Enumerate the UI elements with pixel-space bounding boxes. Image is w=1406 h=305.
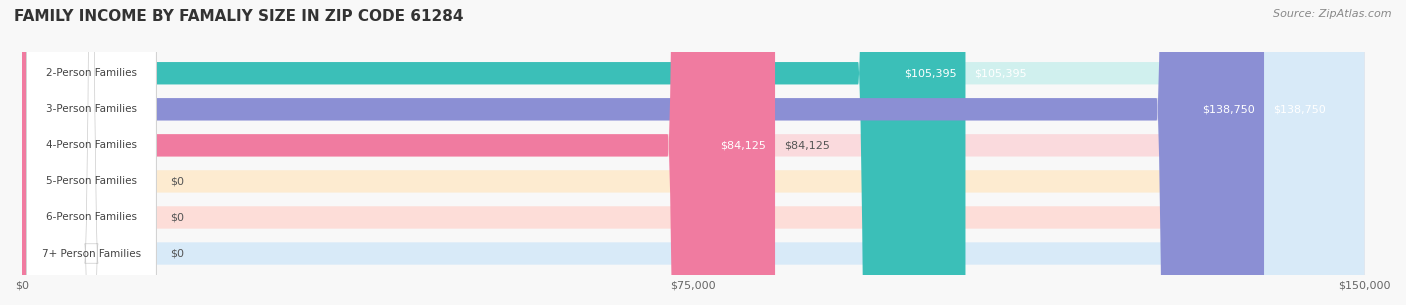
Text: 7+ Person Families: 7+ Person Families — [42, 249, 141, 259]
Text: FAMILY INCOME BY FAMALIY SIZE IN ZIP CODE 61284: FAMILY INCOME BY FAMALIY SIZE IN ZIP COD… — [14, 9, 464, 24]
FancyBboxPatch shape — [27, 0, 156, 305]
FancyBboxPatch shape — [22, 0, 1264, 305]
FancyBboxPatch shape — [27, 0, 156, 305]
Text: $138,750: $138,750 — [1272, 104, 1326, 114]
Text: Source: ZipAtlas.com: Source: ZipAtlas.com — [1274, 9, 1392, 19]
FancyBboxPatch shape — [27, 0, 156, 305]
Text: $84,125: $84,125 — [785, 140, 830, 150]
FancyBboxPatch shape — [27, 0, 156, 305]
FancyBboxPatch shape — [27, 0, 156, 305]
Text: 4-Person Families: 4-Person Families — [46, 140, 136, 150]
Text: 3-Person Families: 3-Person Families — [46, 104, 136, 114]
FancyBboxPatch shape — [22, 0, 1365, 305]
FancyBboxPatch shape — [22, 0, 1365, 305]
FancyBboxPatch shape — [22, 0, 1365, 305]
Text: $0: $0 — [170, 176, 184, 186]
FancyBboxPatch shape — [27, 0, 156, 305]
Text: $0: $0 — [170, 249, 184, 259]
Text: 5-Person Families: 5-Person Families — [46, 176, 136, 186]
FancyBboxPatch shape — [22, 0, 1365, 305]
Text: $0: $0 — [170, 213, 184, 222]
FancyBboxPatch shape — [22, 0, 775, 305]
Text: $138,750: $138,750 — [1202, 104, 1256, 114]
FancyBboxPatch shape — [22, 0, 1365, 305]
Text: $84,125: $84,125 — [720, 140, 766, 150]
Text: 2-Person Families: 2-Person Families — [46, 68, 136, 78]
FancyBboxPatch shape — [22, 0, 966, 305]
FancyBboxPatch shape — [22, 0, 1365, 305]
Text: $105,395: $105,395 — [974, 68, 1026, 78]
Text: 6-Person Families: 6-Person Families — [46, 213, 136, 222]
Text: $105,395: $105,395 — [904, 68, 956, 78]
